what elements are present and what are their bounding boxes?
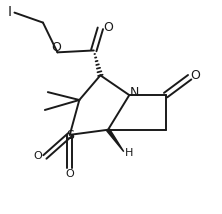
Polygon shape (107, 129, 124, 152)
Text: O: O (33, 151, 42, 161)
Text: O: O (191, 69, 200, 82)
Text: H: H (125, 148, 133, 158)
Text: O: O (65, 169, 74, 178)
Text: S: S (66, 129, 74, 142)
Text: I: I (7, 4, 11, 19)
Text: O: O (103, 21, 113, 34)
Text: N: N (129, 86, 139, 100)
Text: O: O (52, 41, 61, 54)
